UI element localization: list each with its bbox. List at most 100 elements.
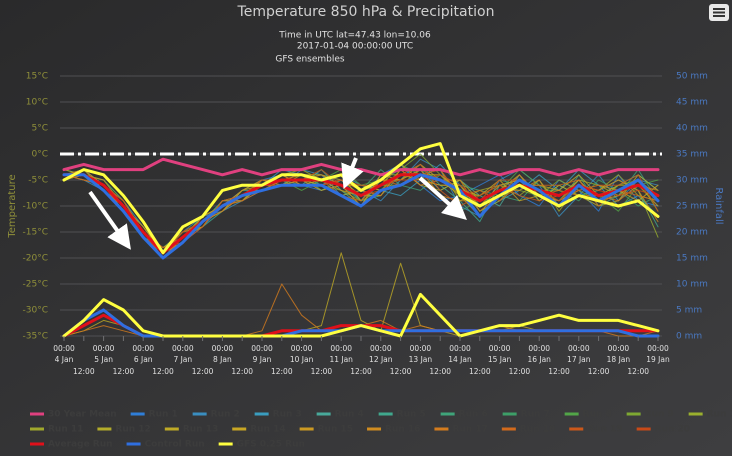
y-tick-label: -30°C bbox=[23, 306, 48, 316]
legend-label: Run 17 bbox=[452, 425, 487, 435]
legend-label: Run 2 bbox=[211, 410, 240, 420]
legend-label: Control Run bbox=[145, 440, 205, 450]
legend-label: Run 20 bbox=[655, 425, 690, 435]
x-tick-label: 12:00 bbox=[231, 367, 253, 376]
x-date-label: 8 Jan bbox=[213, 355, 232, 364]
x-tick-label: 00:00 bbox=[608, 344, 630, 353]
x-tick-label: 12:00 bbox=[588, 367, 610, 376]
legend-label: Average Run bbox=[48, 440, 113, 450]
y2-tick-label: 20 mm bbox=[676, 228, 708, 238]
legend-label: Run 14 bbox=[250, 425, 285, 435]
x-tick-label: 12:00 bbox=[509, 367, 531, 376]
y-tick-label: -15°C bbox=[23, 228, 48, 238]
x-tick-label: 12:00 bbox=[548, 367, 570, 376]
x-tick-label: 12:00 bbox=[152, 367, 174, 376]
x-tick-label: 12:00 bbox=[469, 367, 491, 376]
x-date-label: 14 Jan bbox=[448, 355, 472, 364]
x-date-label: 7 Jan bbox=[173, 355, 192, 364]
x-tick-label: 00:00 bbox=[93, 344, 115, 353]
x-date-label: 4 Jan bbox=[55, 355, 74, 364]
x-tick-label: 00:00 bbox=[568, 344, 590, 353]
x-tick-label: 12:00 bbox=[390, 367, 412, 376]
legend-label: Run 6 bbox=[459, 410, 488, 420]
x-date-label: 17 Jan bbox=[567, 355, 591, 364]
x-tick-label: 12:00 bbox=[311, 367, 333, 376]
legend-label: Run 18 bbox=[520, 425, 555, 435]
x-tick-label: 12:00 bbox=[627, 367, 649, 376]
x-date-label: 11 Jan bbox=[329, 355, 353, 364]
legend-label: GFS 0.25 Run bbox=[237, 440, 305, 450]
menu-button[interactable] bbox=[709, 4, 729, 21]
legend-label: Run 3 bbox=[273, 410, 302, 420]
legend-label: Run 4 bbox=[335, 410, 364, 420]
x-date-label: 18 Jan bbox=[607, 355, 631, 364]
x-tick-label: 12:00 bbox=[350, 367, 372, 376]
legend-label: Run 5 bbox=[397, 410, 426, 420]
y-tick-label: 10°C bbox=[26, 98, 48, 108]
y-tick-label: 0°C bbox=[31, 150, 48, 160]
plot-lines bbox=[62, 142, 660, 338]
x-tick-label: 00:00 bbox=[410, 344, 432, 353]
x-tick-label: 00:00 bbox=[647, 344, 669, 353]
y2-tick-label: 30 mm bbox=[676, 176, 708, 186]
y2-tick-label: 50 mm bbox=[676, 72, 708, 82]
temperature-line bbox=[62, 142, 660, 255]
y2-tick-label: 0 mm bbox=[676, 332, 702, 342]
annotation-arrows bbox=[88, 157, 467, 250]
legend-label: Run 11 bbox=[48, 425, 83, 435]
y2-tick-label: 10 mm bbox=[676, 280, 708, 290]
x-tick-label: 00:00 bbox=[330, 344, 352, 353]
x-date-label: 16 Jan bbox=[527, 355, 551, 364]
x-tick-label: 12:00 bbox=[113, 367, 135, 376]
y-tick-label: -35°C bbox=[23, 332, 48, 342]
legend-label: Run 16 bbox=[385, 425, 420, 435]
legend-label: Run 15 bbox=[318, 425, 353, 435]
y2-tick-label: 45 mm bbox=[676, 98, 708, 108]
x-date-label: 19 Jan bbox=[646, 355, 670, 364]
menu-icon bbox=[713, 8, 725, 17]
y-tick-label: -20°C bbox=[23, 254, 48, 264]
legend-label: Run 19 bbox=[587, 425, 622, 435]
x-date-label: 15 Jan bbox=[488, 355, 512, 364]
x-tick-label: 00:00 bbox=[370, 344, 392, 353]
y-axis-title: Temperature bbox=[7, 174, 18, 238]
x-tick-label: 12:00 bbox=[192, 367, 214, 376]
x-tick-label: 00:00 bbox=[449, 344, 471, 353]
legend-label: Run 8 bbox=[583, 410, 612, 420]
y2-axis-title: Rainfall bbox=[713, 187, 724, 224]
legend: 30 Year Mean Run 1 Run 2 Run 3 Run 4 Run 5 Run… bbox=[30, 410, 732, 450]
x-tick-label: 00:00 bbox=[291, 344, 313, 353]
y2-tick-label: 5 mm bbox=[676, 306, 702, 316]
legend-label: Run 12 bbox=[115, 425, 150, 435]
x-date-label: 13 Jan bbox=[409, 355, 433, 364]
x-date-label: 12 Jan bbox=[369, 355, 393, 364]
y2-tick-label: 35 mm bbox=[676, 150, 708, 160]
x-tick-label: 00:00 bbox=[132, 344, 154, 353]
legend-label: 30 Year Mean bbox=[48, 410, 117, 420]
x-tick-label: 00:00 bbox=[172, 344, 194, 353]
arrow bbox=[88, 190, 131, 250]
x-date-label: 10 Jan bbox=[290, 355, 314, 364]
x-tick-label: 00:00 bbox=[53, 344, 75, 353]
x-tick-label: 12:00 bbox=[429, 367, 451, 376]
x-tick-label: 00:00 bbox=[528, 344, 550, 353]
legend-label: Run 13 bbox=[183, 425, 218, 435]
arrow bbox=[341, 157, 364, 190]
x-date-label: 9 Jan bbox=[253, 355, 272, 364]
x-date-label: 5 Jan bbox=[94, 355, 113, 364]
legend-label: Run 10 bbox=[707, 410, 732, 420]
arrow bbox=[418, 176, 467, 221]
chart-title: Temperature 850 hPa & Precipitation bbox=[237, 4, 495, 20]
x-tick-label: 12:00 bbox=[271, 367, 293, 376]
x-date-label: 6 Jan bbox=[134, 355, 153, 364]
y-tick-label: -5°C bbox=[28, 176, 48, 186]
legend-label: Run 1 bbox=[149, 410, 178, 420]
source-label: GFS ensembles bbox=[275, 55, 345, 65]
subtitle: 2017-01-04 00:00:00 UTC bbox=[297, 42, 413, 52]
x-tick-label: 00:00 bbox=[489, 344, 511, 353]
y2-tick-label: 40 mm bbox=[676, 124, 708, 134]
x-tick-label: 00:00 bbox=[251, 344, 273, 353]
